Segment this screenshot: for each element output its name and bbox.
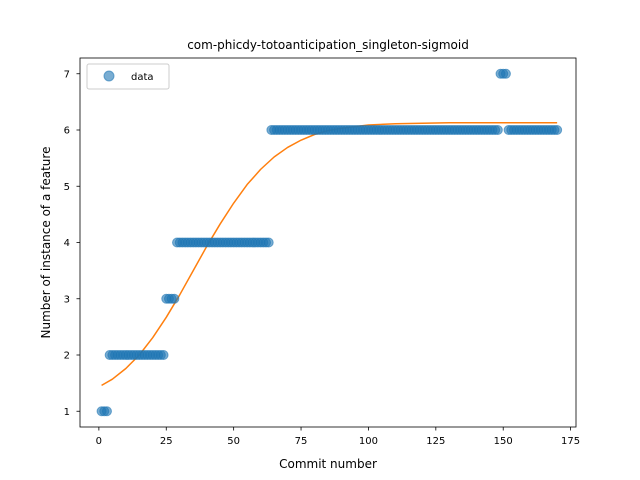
x-tick-label: 75 bbox=[295, 436, 308, 447]
fit-layer bbox=[101, 121, 558, 387]
legend: data bbox=[86, 63, 170, 90]
fitted-curve bbox=[101, 121, 558, 387]
x-axis-title: Commit number bbox=[279, 457, 377, 471]
x-tick-label: 25 bbox=[160, 436, 173, 447]
data-point bbox=[492, 125, 503, 135]
x-axis-ticks: 0 25 50 75 100 125 150 175 bbox=[96, 427, 580, 447]
y-tick-label: 3 bbox=[64, 294, 70, 305]
y-tick-label: 1 bbox=[64, 407, 70, 418]
x-tick-label: 150 bbox=[494, 436, 513, 447]
legend-marker-data bbox=[103, 70, 115, 82]
x-tick-label: 125 bbox=[426, 436, 445, 447]
data-point bbox=[552, 125, 563, 135]
legend-label-data: data bbox=[131, 72, 154, 83]
data-point bbox=[500, 68, 511, 79]
y-axis-ticks: 1 2 3 4 5 6 7 bbox=[64, 69, 80, 418]
data-point bbox=[158, 350, 169, 360]
y-axis-title: Number of instance of a feature bbox=[39, 147, 53, 339]
data-point bbox=[263, 237, 274, 248]
x-tick-label: 0 bbox=[96, 436, 102, 447]
y-tick-label: 2 bbox=[64, 351, 70, 362]
y-tick-label: 4 bbox=[64, 238, 70, 249]
points-layer bbox=[96, 68, 563, 417]
y-tick-label: 5 bbox=[64, 182, 70, 193]
legend-box bbox=[86, 63, 170, 90]
y-tick-label: 7 bbox=[64, 69, 70, 80]
y-tick-label: 6 bbox=[64, 126, 70, 137]
plot-area bbox=[80, 58, 576, 427]
x-tick-label: 100 bbox=[359, 436, 378, 447]
data-point bbox=[101, 406, 112, 417]
x-tick-label: 50 bbox=[227, 436, 240, 447]
chart-title: com-phicdy-totoanticipation_singleton-si… bbox=[187, 38, 469, 52]
data-point bbox=[169, 293, 180, 304]
x-tick-label: 175 bbox=[561, 436, 580, 447]
